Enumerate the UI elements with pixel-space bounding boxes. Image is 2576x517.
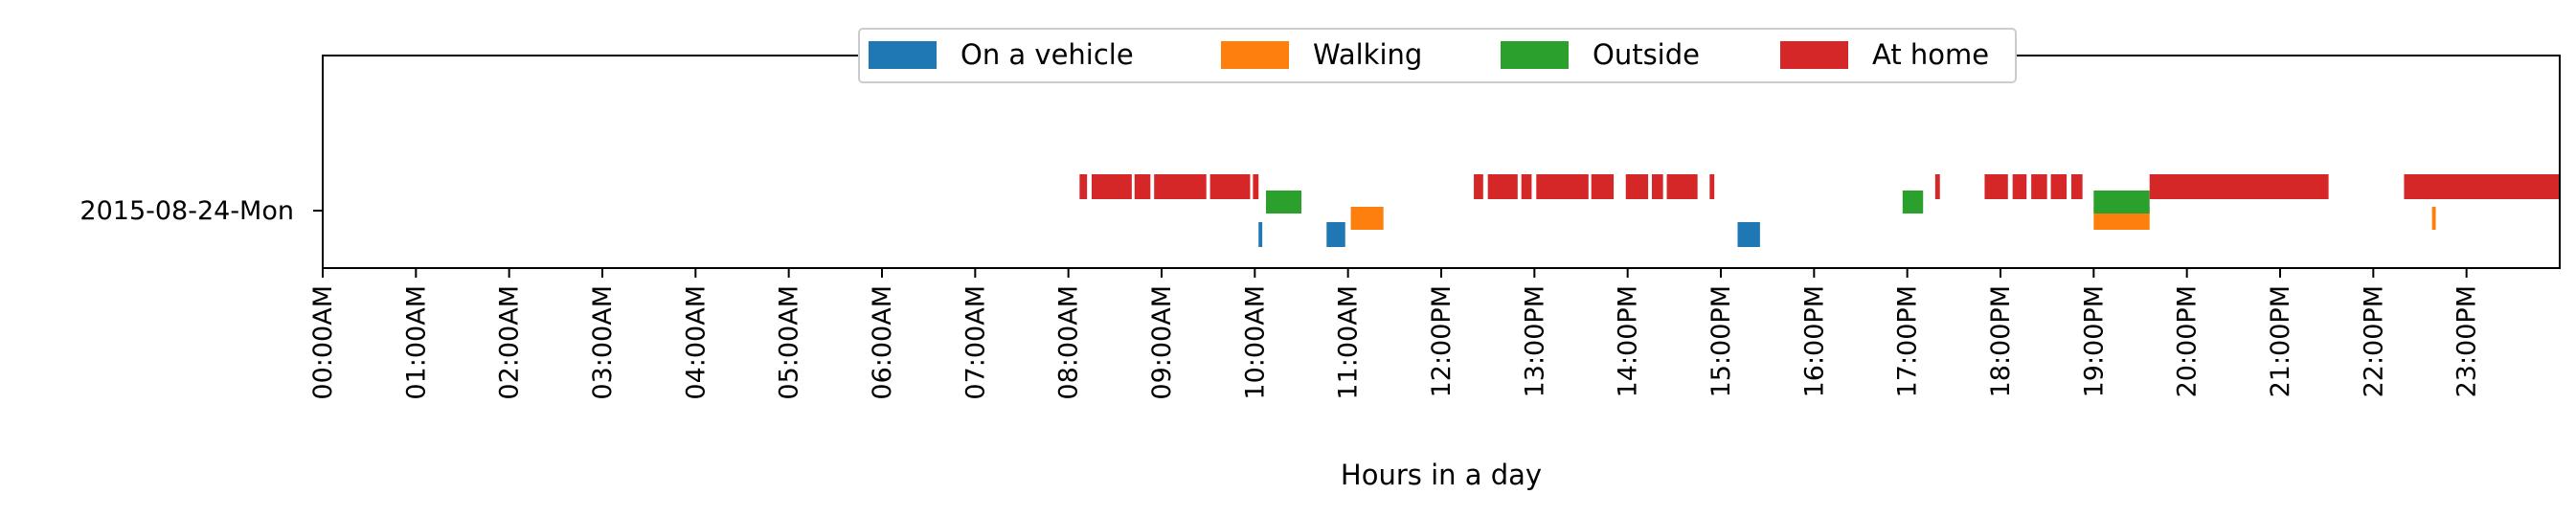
activity-bar-walking: [1350, 207, 1384, 230]
activity-bar-at-home: [1474, 174, 1483, 199]
activity-bar-at-home: [2031, 174, 2047, 199]
activity-bar-at-home: [2404, 174, 2560, 199]
activity-bar-outside: [1266, 191, 1301, 214]
x-tick-label: 15:00PM: [1706, 285, 1736, 397]
y-axis: 2015-08-24-Mon: [79, 196, 323, 226]
x-tick-label: 07:00AM: [960, 285, 990, 400]
activity-bar-at-home: [1984, 174, 2008, 199]
legend-label: Outside: [1593, 38, 1700, 71]
plot-frame: [322, 55, 2561, 269]
x-tick-label: 19:00PM: [2079, 285, 2109, 397]
x-tick-label: 03:00AM: [588, 285, 618, 400]
legend: On a vehicle Walking Outside At home: [858, 28, 2017, 83]
x-tick-label: 11:00AM: [1334, 285, 1364, 400]
activity-bar-on-a-vehicle: [1326, 222, 1345, 247]
x-tick-label: 18:00PM: [1986, 285, 2016, 397]
activity-bar-at-home: [1154, 174, 1207, 199]
x-tick-label: 02:00AM: [495, 285, 525, 400]
activity-bar-at-home: [1092, 174, 1132, 199]
x-tick-label: 01:00AM: [401, 285, 431, 400]
x-tick-label: 16:00PM: [1799, 285, 1829, 397]
x-tick-label: 12:00PM: [1427, 285, 1457, 397]
x-tick-label: 20:00PM: [2173, 285, 2203, 397]
x-tick-label: 13:00PM: [1520, 285, 1549, 397]
x-tick-label: 00:00AM: [308, 285, 338, 400]
activity-bar-at-home: [1487, 174, 1518, 199]
activity-bar-at-home: [1709, 174, 1715, 199]
activity-bar-on-a-vehicle: [1258, 222, 1263, 247]
legend-label: Walking: [1313, 38, 1422, 71]
activity-bar-at-home: [1666, 174, 1698, 199]
x-tick-label: 04:00AM: [681, 285, 711, 400]
x-tick-label: 09:00AM: [1147, 285, 1177, 400]
legend-frame: [858, 28, 2017, 83]
activity-bar-on-a-vehicle: [1737, 222, 1760, 247]
activity-bar-at-home: [1625, 174, 1649, 199]
activity-bar-at-home: [1209, 174, 1251, 199]
activity-bar-at-home: [1536, 174, 1589, 199]
activity-bar-at-home: [2050, 174, 2068, 199]
activity-bar-at-home: [1591, 174, 1615, 199]
legend-label: On a vehicle: [960, 38, 1134, 71]
row-label: 2015-08-24-Mon: [79, 196, 294, 226]
x-tick-label: 23:00PM: [2452, 285, 2482, 397]
activity-bar-at-home: [1079, 174, 1088, 199]
legend-swatch: [869, 41, 937, 69]
x-axis-title: Hours in a day: [1341, 459, 1542, 491]
activity-bar-at-home: [1134, 174, 1151, 199]
activity-bar-walking: [2431, 207, 2436, 230]
legend-label: At home: [1872, 38, 1989, 71]
activity-bar-at-home: [2149, 174, 2329, 199]
x-tick-label: 21:00PM: [2266, 285, 2295, 397]
x-tick-label: 10:00AM: [1240, 285, 1270, 400]
activity-bars: [1079, 174, 2560, 247]
activity-bar-at-home: [1651, 174, 1663, 199]
activity-bar-at-home: [1253, 174, 1259, 199]
legend-swatch: [1221, 41, 1289, 69]
activity-bar-outside: [2093, 191, 2150, 214]
x-tick-label: 14:00PM: [1614, 285, 1643, 397]
x-axis: 00:00AM 01:00AM 02:00AM 03:00AM 04:00AM 05:00…: [308, 268, 2482, 400]
x-tick-label: 06:00AM: [868, 285, 897, 400]
x-tick-label: 05:00AM: [775, 285, 804, 400]
activity-bar-outside: [1902, 191, 1924, 214]
activity-bar-at-home: [2070, 174, 2083, 199]
activity-bar-at-home: [1521, 174, 1532, 199]
legend-swatch: [1780, 41, 1848, 69]
x-tick-label: 17:00PM: [1893, 285, 1923, 397]
activity-bar-at-home: [2012, 174, 2027, 199]
activity-bar-at-home: [1934, 174, 1940, 199]
x-tick-label: 22:00PM: [2359, 285, 2388, 397]
legend-swatch: [1501, 41, 1569, 69]
x-tick-label: 08:00AM: [1054, 285, 1084, 400]
